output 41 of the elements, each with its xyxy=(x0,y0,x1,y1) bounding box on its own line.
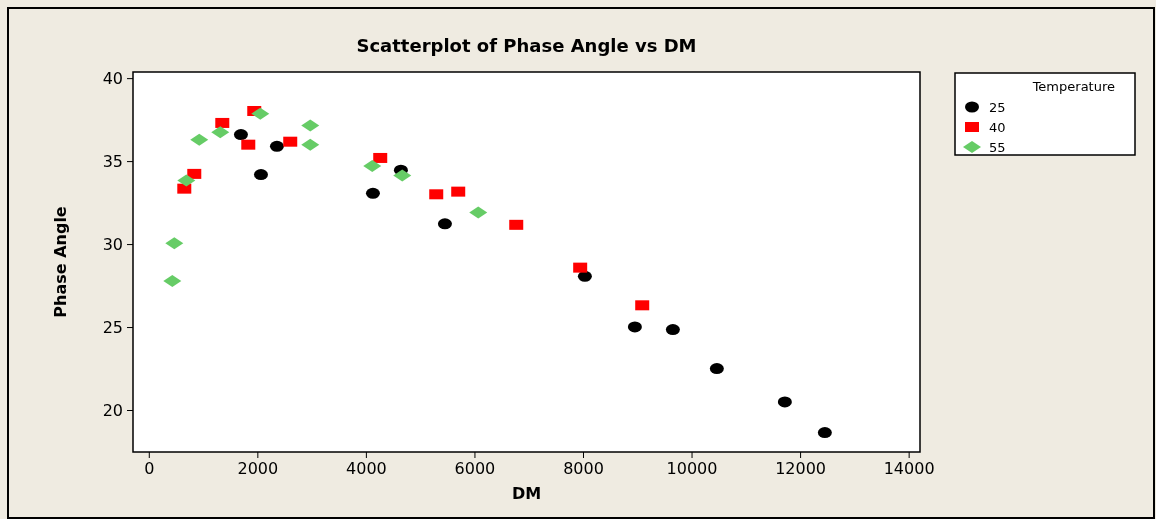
x-tick-label: 8000 xyxy=(563,459,604,478)
point xyxy=(627,321,642,333)
x-tick-label: 10000 xyxy=(666,459,718,478)
x-tick-label: 6000 xyxy=(454,459,496,478)
point xyxy=(283,136,298,147)
point xyxy=(365,187,380,199)
y-tick-label: 40 xyxy=(102,69,123,89)
point xyxy=(451,186,466,197)
point xyxy=(241,139,256,150)
point xyxy=(373,152,388,163)
legend-title: Temperature xyxy=(1031,79,1115,94)
point xyxy=(437,218,452,230)
y-axis-title: Phase Angle xyxy=(51,206,70,318)
point xyxy=(709,363,724,375)
legend-label: 25 xyxy=(989,99,1006,115)
point xyxy=(509,219,524,230)
point xyxy=(187,168,202,179)
point xyxy=(635,300,650,311)
x-axis-title: DM xyxy=(511,484,542,503)
point xyxy=(777,396,792,408)
x-tick-label: 4000 xyxy=(346,459,387,478)
chart-title: Scatterplot of Phase Angle vs DM xyxy=(356,35,697,56)
x-tick-label: 2000 xyxy=(237,459,279,478)
x-tick-label: 14000 xyxy=(883,459,935,478)
y-tick-label: 20 xyxy=(102,401,123,421)
point xyxy=(253,169,268,181)
y-tick-label: 30 xyxy=(102,235,123,255)
point xyxy=(429,189,444,200)
point xyxy=(817,427,832,439)
legend-label: 40 xyxy=(989,119,1006,135)
point xyxy=(269,140,284,152)
legend-label: 55 xyxy=(989,139,1006,155)
y-tick-label: 35 xyxy=(102,152,123,172)
y-tick-label: 25 xyxy=(102,318,123,338)
x-tick-label: 12000 xyxy=(775,459,827,478)
point xyxy=(177,183,192,194)
point xyxy=(573,262,588,273)
point xyxy=(665,324,680,336)
point xyxy=(215,117,230,128)
x-tick-label: 0 xyxy=(144,459,155,478)
point xyxy=(233,129,248,141)
